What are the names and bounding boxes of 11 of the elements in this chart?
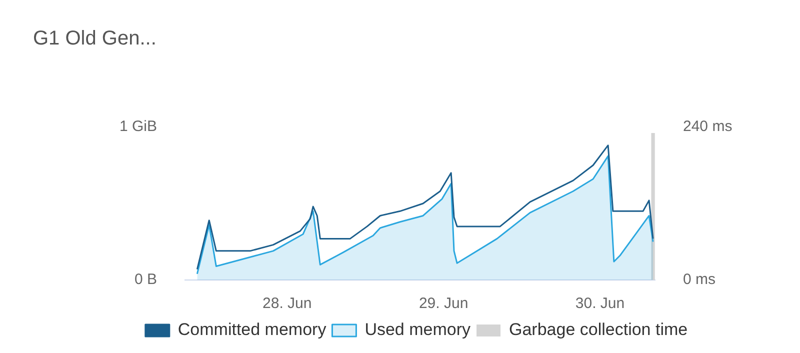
y2-tick-label: 240 ms xyxy=(683,118,732,136)
y-tick-label: 1 GiB xyxy=(119,118,157,136)
legend-label: Garbage collection time xyxy=(509,320,688,340)
legend-label: Used memory xyxy=(364,320,472,340)
x-tick-label: 28. Jun xyxy=(262,295,312,312)
chart-title: G1 Old Gen... xyxy=(33,28,156,50)
y-tick-label: 0 B xyxy=(134,271,157,288)
legend-label: Committed memory xyxy=(178,320,327,340)
y2-tick-label: 0 ms xyxy=(683,271,716,288)
x-tick-label: 29. Jun xyxy=(418,295,468,312)
x-tick-label: 30. Jun xyxy=(575,295,625,312)
